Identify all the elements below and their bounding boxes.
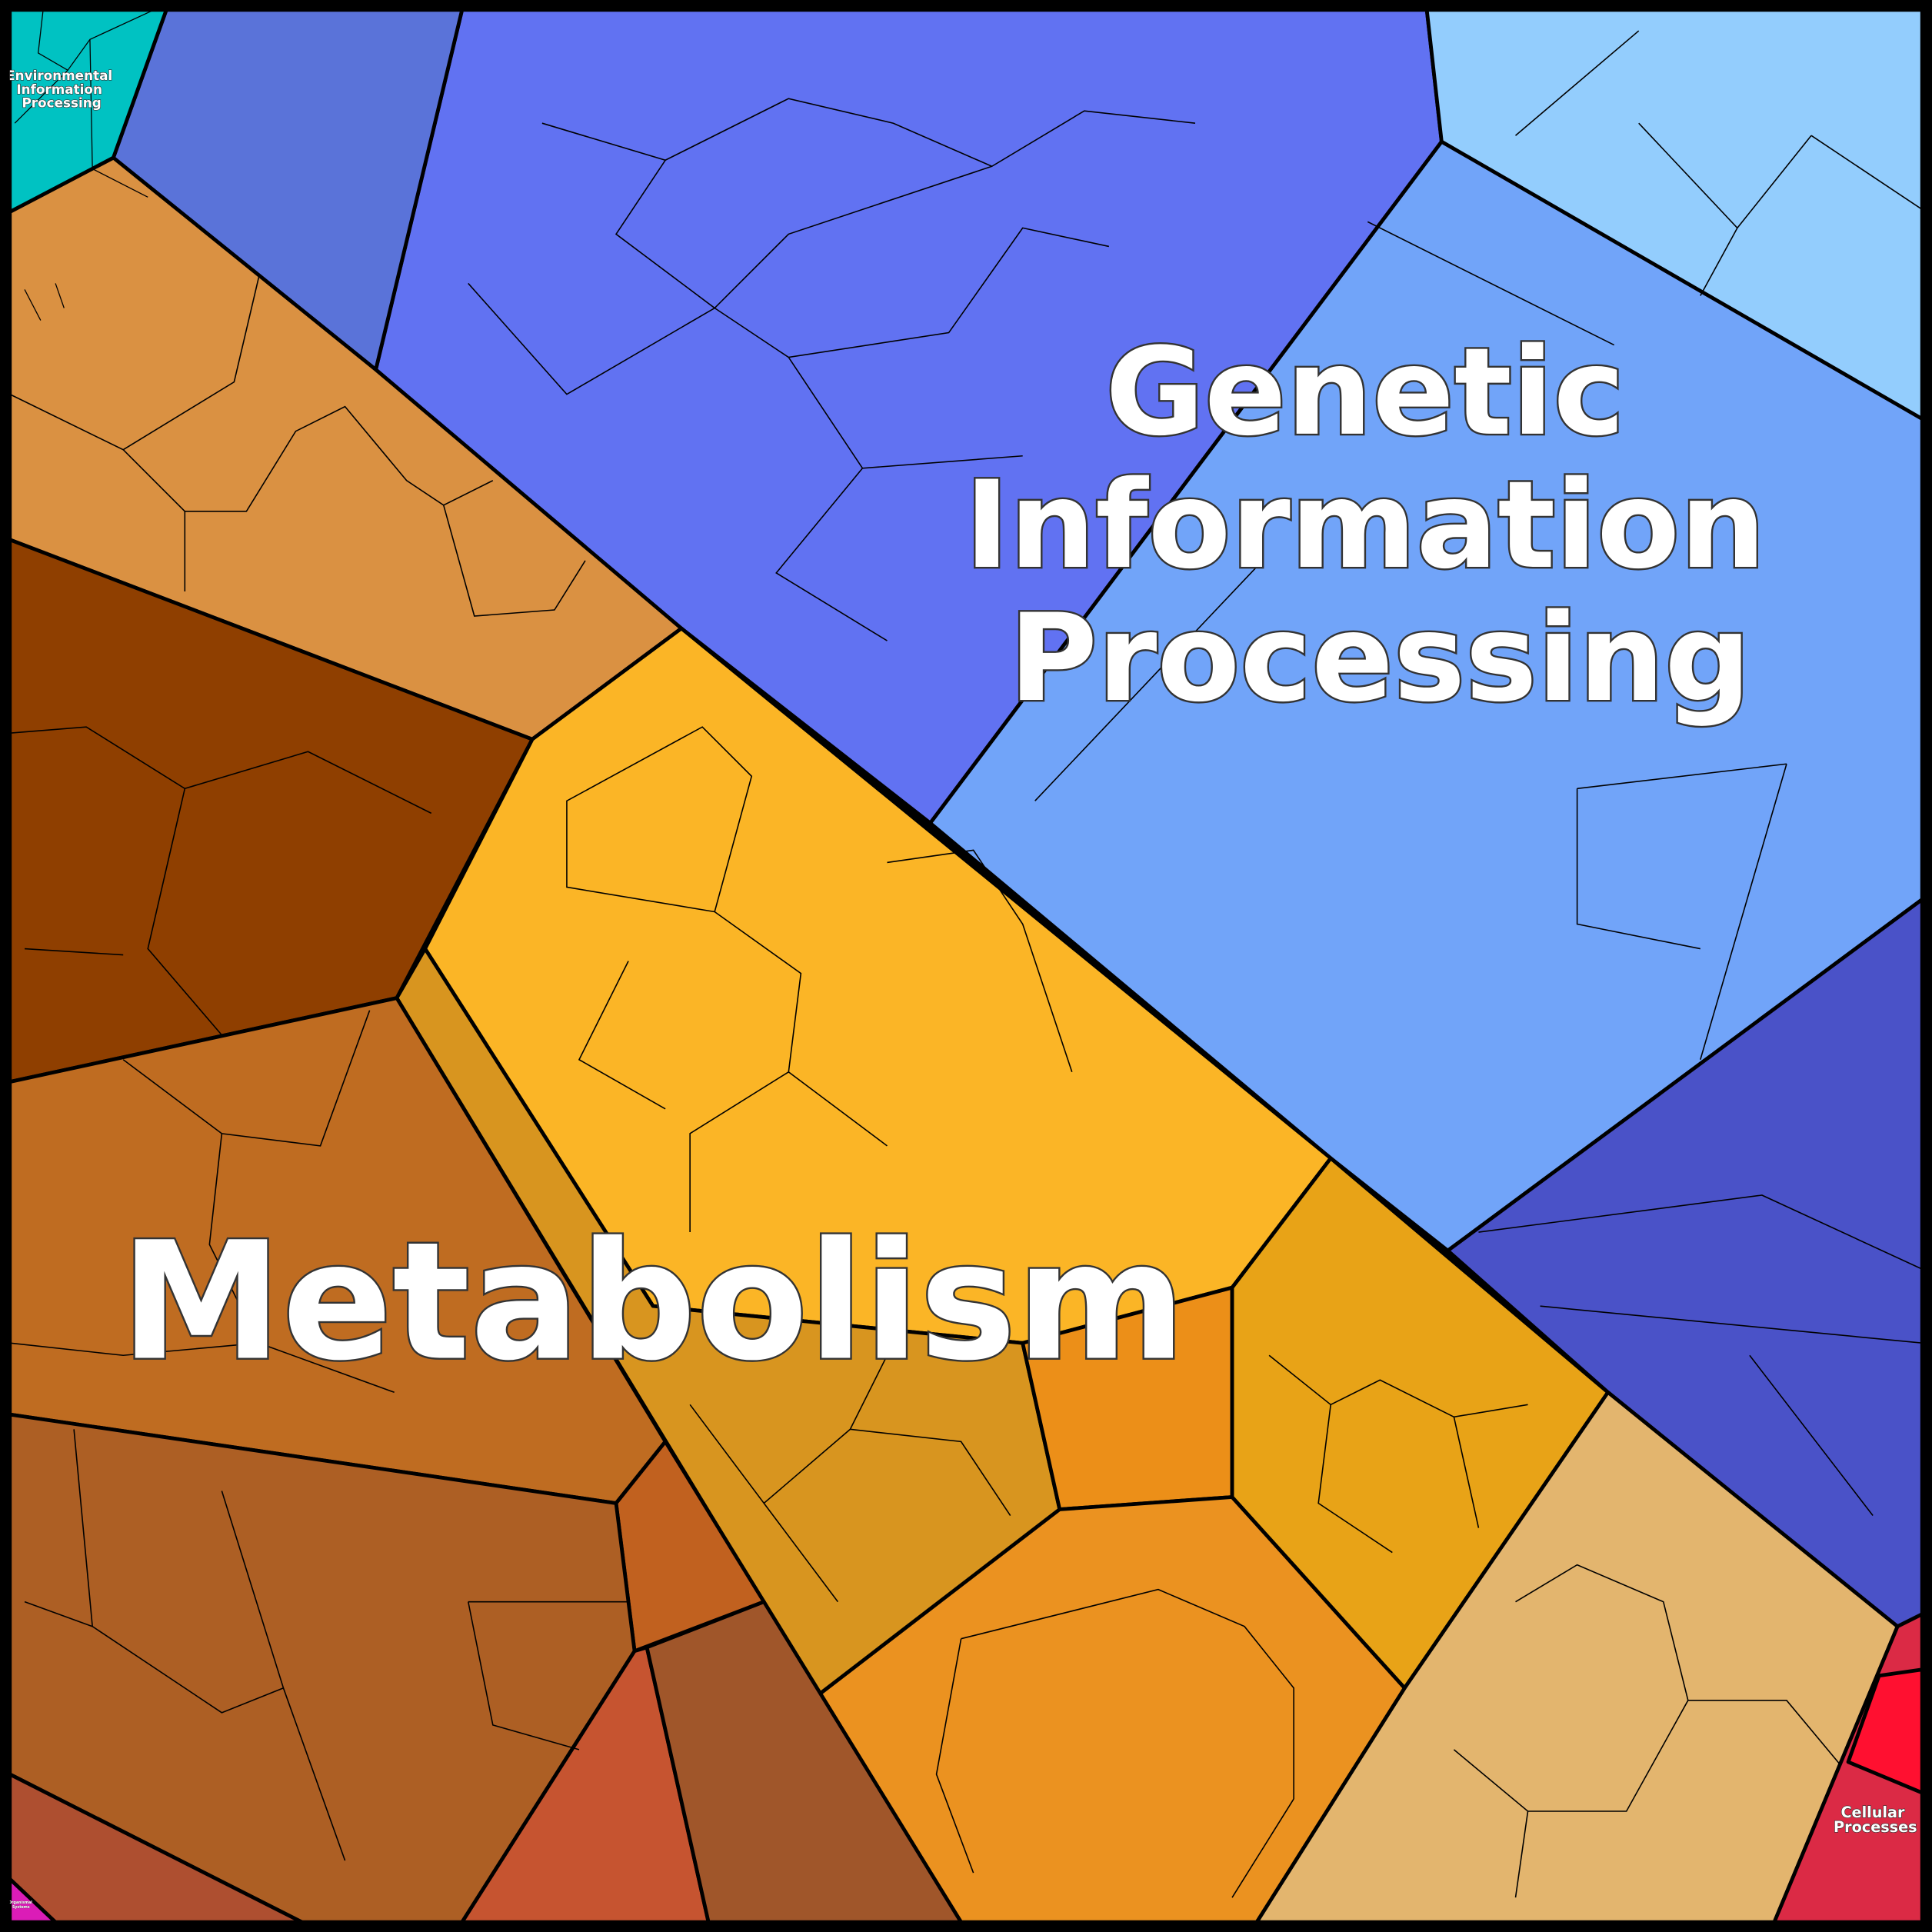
metabolism-group (8, 155, 1900, 1924)
genetic-subcells (468, 30, 1923, 1516)
label-organismal: Organismal Systems (8, 1900, 34, 1910)
metabolism-subcells (9, 277, 1849, 1898)
label-environmental: Environmental Information Processing (6, 68, 117, 110)
genetic-information-processing-group (111, 8, 1924, 1629)
label-cellular: Cellular Processes (1834, 1804, 1917, 1836)
environmental-subcells (14, 9, 155, 321)
label-genetic: Genetic Information Processing (964, 322, 1807, 729)
label-metabolism: Metabolism (120, 1207, 1185, 1396)
